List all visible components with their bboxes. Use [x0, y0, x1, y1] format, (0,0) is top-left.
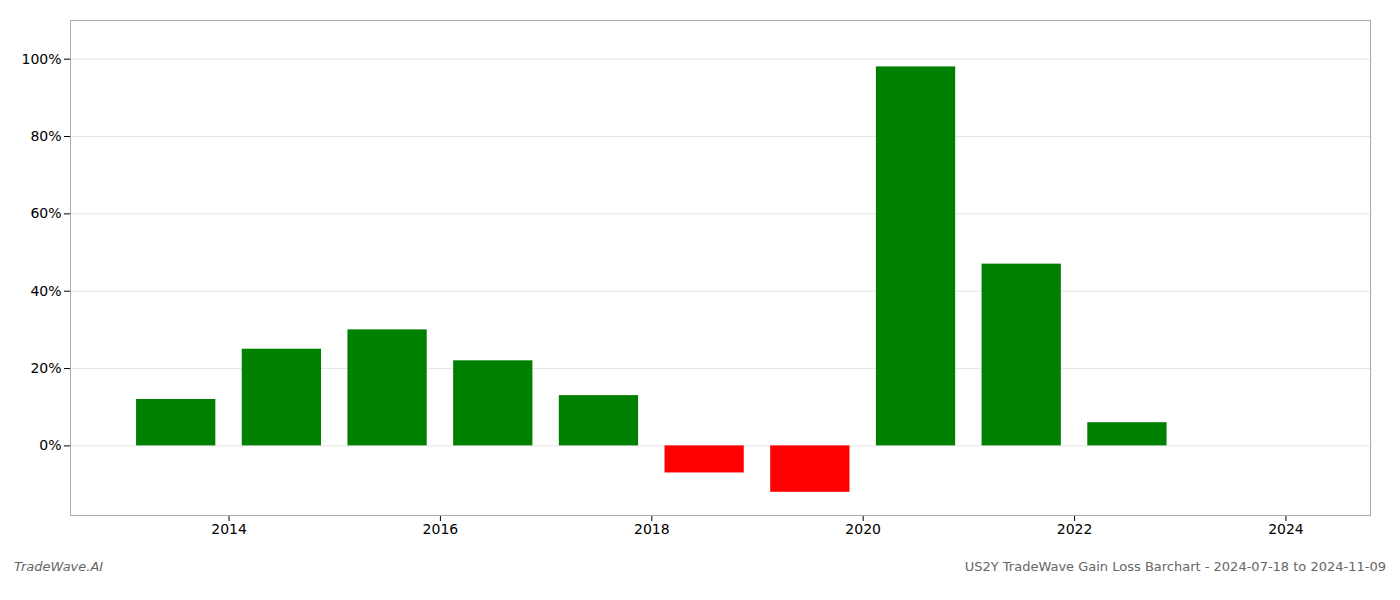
svg-text:60%: 60% — [30, 205, 61, 221]
svg-text:0%: 0% — [39, 437, 61, 453]
svg-text:2014: 2014 — [211, 521, 247, 537]
svg-text:2022: 2022 — [1057, 521, 1093, 537]
svg-text:100%: 100% — [21, 51, 61, 67]
svg-text:2024: 2024 — [1268, 521, 1304, 537]
svg-text:40%: 40% — [30, 283, 61, 299]
html-text:TradeWave.AI: TradeWave.AI — [14, 559, 104, 574]
svg-text:2016: 2016 — [423, 521, 459, 537]
svg-text:20%: 20% — [30, 360, 61, 376]
svg-text:2020: 2020 — [845, 521, 881, 537]
svg-text:80%: 80% — [30, 128, 61, 144]
html-text:US2Y TradeWave Gain Loss Barch: US2Y TradeWave Gain Loss Barchart - 2024… — [964, 559, 1386, 574]
svg-text:2018: 2018 — [634, 521, 670, 537]
